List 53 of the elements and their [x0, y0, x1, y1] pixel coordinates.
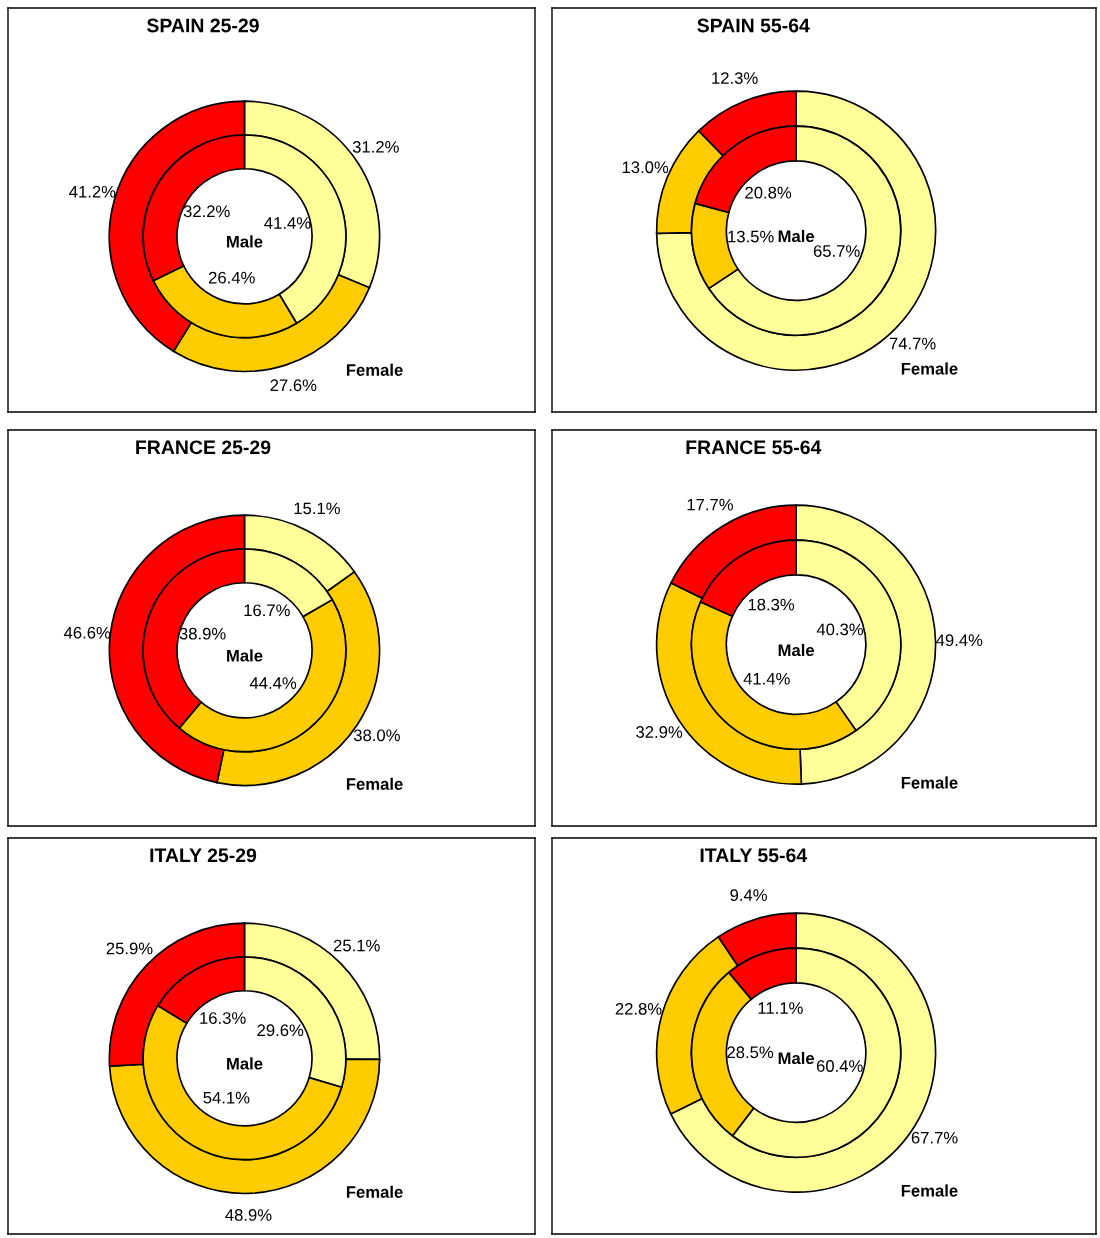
- slice-label: Female: [901, 776, 958, 789]
- chart-title: FRANCE 25-29: [136, 440, 271, 455]
- data-label: 31.2%: [352, 140, 399, 153]
- data-label: 16.7%: [244, 604, 290, 617]
- data-label: 29.6%: [257, 1024, 304, 1037]
- data-label: 44.4%: [249, 677, 297, 689]
- slice-label: Female: [346, 1185, 403, 1198]
- slice-label: Female: [346, 363, 403, 376]
- data-label: 11.1%: [758, 1002, 803, 1014]
- chart-title: ITALY 25-29: [150, 848, 257, 863]
- chart-title: FRANCE 55-64: [686, 440, 822, 455]
- slice-label: Male: [227, 235, 263, 248]
- data-label: 26.4%: [208, 271, 255, 284]
- data-label: 49.4%: [936, 634, 983, 647]
- slice-label: Male: [227, 649, 263, 662]
- data-label: 25.9%: [106, 942, 153, 955]
- data-label: 38.0%: [353, 729, 400, 742]
- data-label: 20.8%: [745, 186, 792, 199]
- data-label: 12.3%: [712, 72, 758, 84]
- data-label: 32.9%: [636, 726, 683, 738]
- data-label: 74.7%: [889, 337, 936, 350]
- slice-label: Male: [778, 1051, 815, 1065]
- data-label: 16.3%: [200, 1012, 246, 1024]
- slice-label: Female: [901, 1184, 958, 1197]
- data-label: 48.9%: [225, 1209, 272, 1221]
- data-label: 65.7%: [813, 245, 860, 257]
- chart-title: SPAIN 55-64: [697, 18, 810, 33]
- data-label: 40.3%: [816, 623, 864, 636]
- chart-title: ITALY 55-64: [700, 848, 808, 863]
- data-label: 60.4%: [816, 1060, 863, 1072]
- slice-label: Male: [778, 643, 815, 657]
- data-label: 25.1%: [333, 939, 380, 952]
- slice-label: Male: [227, 1057, 263, 1070]
- data-label: 38.9%: [179, 627, 226, 640]
- data-label: 28.5%: [727, 1046, 774, 1059]
- data-label: 41.2%: [69, 185, 116, 198]
- data-label: 46.6%: [63, 626, 111, 639]
- data-label: 18.3%: [748, 598, 795, 611]
- data-label: 17.7%: [687, 498, 733, 511]
- data-label: 32.2%: [183, 205, 230, 218]
- data-label: 13.5%: [728, 230, 774, 243]
- slice-label: Female: [901, 362, 958, 375]
- slice-label: Female: [346, 777, 403, 790]
- data-label: 13.0%: [622, 161, 669, 174]
- data-label: 54.1%: [203, 1091, 250, 1104]
- data-label: 67.7%: [911, 1131, 958, 1144]
- data-label: 27.6%: [270, 379, 317, 392]
- data-label: 22.8%: [615, 1002, 662, 1015]
- data-label: 15.1%: [294, 502, 340, 515]
- chart-title: SPAIN 25-29: [146, 18, 259, 33]
- slice-label: Male: [778, 229, 815, 243]
- data-label: 9.4%: [730, 889, 767, 902]
- data-label: 41.4%: [743, 672, 790, 685]
